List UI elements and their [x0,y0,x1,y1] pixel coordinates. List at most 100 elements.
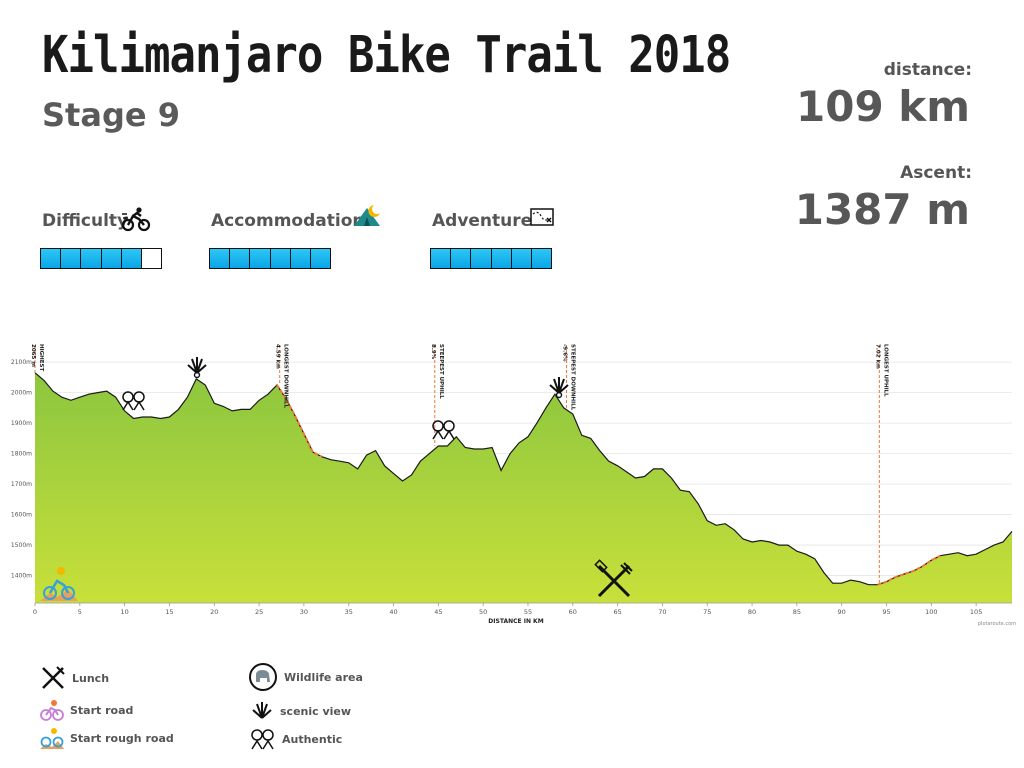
annotation-value: 2065 m [30,344,36,367]
x-tick-label: 60 [569,608,577,616]
legend-lunch: Lunch [40,665,109,691]
legend-start-rough-road: Start rough road [40,727,174,749]
stage-subtitle: Stage 9 [42,96,180,134]
x-tick-label: 0 [33,608,37,616]
legend-wildlife-label: Wildlife area [284,670,363,684]
x-tick-label: 105 [970,608,982,616]
legend-authentic: Authentic [250,728,342,750]
y-tick-label: 2000m [11,390,32,397]
adventure-label: Adventure [432,211,533,231]
x-tick-label: 85 [793,608,801,616]
annotation-label: STEEPEST DOWNHILL [570,344,576,411]
rating-cell [431,249,452,268]
chart-credit: plotaroute.com [978,621,1016,627]
rating-cell [81,249,102,268]
authentic-icon [251,729,274,750]
x-tick-label: 40 [389,608,397,616]
distance-value: 109 km [796,82,970,131]
authentic-icon [432,420,455,440]
lunch-icon [594,559,633,598]
highlight-segment [877,554,941,586]
y-tick-label: 1800m [11,451,32,458]
highlight-segment [276,384,323,458]
x-tick-label: 70 [658,608,666,616]
adventure-rating-bar [430,248,552,269]
x-tick-label: 35 [345,608,353,616]
x-tick-label: 95 [882,608,890,616]
y-tick-label: 1700m [11,481,32,488]
accommodation-label: Accommodation [211,211,365,231]
legend-start-rough-road-label: Start rough road [70,731,174,745]
rating-cell [511,249,532,268]
y-tick-label: 1500m [11,542,32,549]
rating-cell [451,249,472,268]
y-tick-label: 2100m [11,359,32,366]
annotation-label: HIGHEST [38,344,44,371]
annotation-value: 4.59 km [275,344,281,369]
rating-cell [121,249,142,268]
difficulty-label: Difficulty [42,211,129,231]
authentic-icon [122,391,145,411]
ascent-value: 1387 m [794,185,970,234]
annotation-label: LONGEST DOWNHILL [283,344,289,409]
x-axis-label: DISTANCE IN KM [488,618,543,625]
wildlife-area-icon [249,663,277,691]
legend-start-road: Start road [40,699,133,721]
legend-lunch-label: Lunch [72,671,110,685]
annotation: STEEPEST DOWNHILL-9.6% [562,344,576,411]
legend-authentic-label: Authentic [282,732,343,746]
rating-cell [531,249,552,268]
x-tick-label: 80 [748,608,756,616]
x-tick-label: 100 [925,608,937,616]
annotation-label: STEEPEST UPHILL [438,344,444,399]
annotation-value: -9.6% [562,344,568,362]
rating-cell [290,249,311,268]
accommodation-rating-bar [209,248,331,269]
start-rough-road-icon [40,728,64,749]
x-tick-label: 65 [613,608,621,616]
x-tick-label: 25 [255,608,263,616]
rating-cell [41,249,62,268]
legend-scenic-label: scenic view [280,704,352,718]
elevation-area [35,372,1012,603]
page-title: Kilimanjaro Bike Trail 2018 [42,26,731,85]
x-tick-label: 5 [78,608,82,616]
difficulty-rating-bar [40,248,162,269]
rating-cell [250,249,271,268]
elevation-line [34,372,1013,586]
x-tick-label: 20 [210,608,218,616]
rating-cell [491,249,512,268]
x-tick-label: 55 [524,608,532,616]
x-tick-label: 10 [120,608,128,616]
map-icon [530,208,554,226]
lunch-icon [42,666,65,689]
x-tick-label: 90 [838,608,846,616]
y-tick-label: 1400m [11,573,32,580]
legend-scenic: scenic view [250,699,351,723]
scenic-view-icon [549,377,569,399]
x-tick-label: 50 [479,608,487,616]
rating-cell [230,249,251,268]
annotation-value: 7.02 km [874,344,880,369]
ascent-label: Ascent: [900,163,972,183]
rating-cell [270,249,291,268]
start-road-icon [40,700,64,721]
x-tick-label: 75 [703,608,711,616]
x-tick-label: 45 [434,608,442,616]
start-rough-road-icon [40,567,78,601]
legend-wildlife: Wildlife area [248,662,363,692]
rating-cell [61,249,82,268]
elevation-profile-chart: 1400m 1500m 1600m 1700m 1800m 1900m 2000m 2100m… [11,344,1016,627]
rating-cell [141,249,162,268]
distance-label: distance: [883,60,972,80]
annotation-label: LONGEST UPHILL [882,344,888,397]
y-tick-label: 1900m [11,420,32,427]
tent-icon [354,205,380,226]
rating-cell [310,249,331,268]
x-tick-label: 30 [300,608,308,616]
x-tick-label: 15 [165,608,173,616]
